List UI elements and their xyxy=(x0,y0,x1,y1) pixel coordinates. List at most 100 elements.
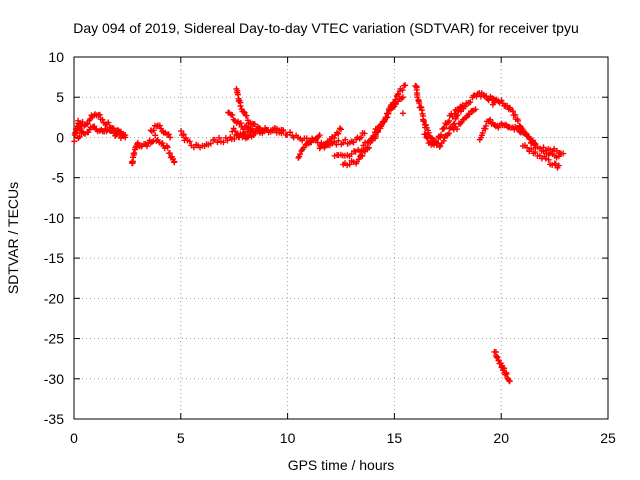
data-point xyxy=(424,135,431,142)
data-point xyxy=(370,132,377,139)
data-point xyxy=(359,152,366,159)
data-point xyxy=(280,128,287,135)
data-point xyxy=(321,144,328,151)
data-point xyxy=(532,149,539,156)
chart-title: Day 094 of 2019, Sidereal Day-to-day VTE… xyxy=(73,20,579,36)
data-point xyxy=(420,117,427,124)
data-point xyxy=(423,134,430,141)
data-point xyxy=(152,132,159,139)
data-point xyxy=(237,119,244,126)
data-point xyxy=(494,353,501,360)
data-point xyxy=(514,117,521,124)
data-point xyxy=(302,141,309,148)
data-point xyxy=(459,102,466,109)
data-point xyxy=(207,140,214,147)
data-point xyxy=(437,131,444,138)
data-point xyxy=(186,138,193,145)
y-axis-label: SDTVAR / TECUs xyxy=(5,182,21,294)
data-point xyxy=(244,134,251,141)
data-point xyxy=(216,134,223,141)
data-point xyxy=(498,97,505,104)
data-point xyxy=(96,111,103,118)
data-point xyxy=(331,135,338,142)
data-point xyxy=(234,130,241,137)
data-point xyxy=(446,117,453,124)
data-point xyxy=(385,110,392,117)
data-point xyxy=(552,160,559,167)
data-point xyxy=(395,91,402,98)
y-tick-label: -30 xyxy=(44,371,64,387)
data-point xyxy=(422,131,429,138)
data-point xyxy=(250,132,257,139)
data-point xyxy=(85,129,92,136)
data-point xyxy=(338,126,344,133)
data-point xyxy=(180,131,187,138)
y-tick-label: -35 xyxy=(44,411,64,427)
x-tick-label: 0 xyxy=(70,430,78,446)
y-tick-label: -25 xyxy=(44,331,64,347)
data-point xyxy=(271,125,278,132)
data-point xyxy=(243,112,250,119)
data-point xyxy=(237,103,244,110)
data-point xyxy=(335,137,342,144)
data-point xyxy=(336,125,343,132)
data-point xyxy=(166,150,173,157)
axis-ticks: 0 5 10 15 20 25 10 5 0 -5 -10 -15 -20 -25 -30 -35 xyxy=(44,49,616,446)
data-point xyxy=(156,122,163,129)
data-point xyxy=(454,126,461,133)
x-axis-label: GPS time / hours xyxy=(288,457,395,473)
data-point xyxy=(240,108,247,115)
data-point xyxy=(399,110,406,117)
data-point xyxy=(231,135,238,142)
data-point xyxy=(220,139,227,146)
data-point xyxy=(342,136,349,143)
data-point xyxy=(71,138,78,145)
data-points xyxy=(71,82,567,385)
data-point xyxy=(440,137,447,144)
data-point xyxy=(171,158,178,165)
data-point xyxy=(99,116,106,123)
y-tick-label: 0 xyxy=(56,129,64,145)
data-point xyxy=(131,150,138,157)
data-point xyxy=(346,161,353,168)
data-point xyxy=(77,126,84,133)
y-tick-label: 5 xyxy=(56,89,64,105)
data-point xyxy=(384,114,391,121)
x-tick-label: 20 xyxy=(493,430,509,446)
data-point xyxy=(381,118,388,125)
data-point xyxy=(479,129,486,136)
data-point xyxy=(159,140,166,147)
data-point xyxy=(528,146,535,153)
data-point xyxy=(467,99,474,106)
data-point xyxy=(466,111,473,118)
data-point xyxy=(368,135,375,142)
data-point xyxy=(503,370,510,377)
y-tick-label: -10 xyxy=(44,210,64,226)
data-point xyxy=(555,162,562,169)
data-point xyxy=(449,113,456,120)
data-point xyxy=(523,144,530,151)
grid-lines xyxy=(74,57,608,419)
data-point xyxy=(482,122,489,129)
data-point xyxy=(153,123,160,130)
data-point xyxy=(360,142,367,149)
data-point xyxy=(328,138,335,145)
data-point xyxy=(167,134,174,141)
x-tick-label: 10 xyxy=(280,430,296,446)
data-point xyxy=(532,140,539,147)
data-point xyxy=(150,127,157,134)
data-point xyxy=(451,110,458,117)
data-point xyxy=(506,378,513,385)
x-tick-label: 25 xyxy=(600,430,616,446)
data-point xyxy=(335,130,342,137)
data-point xyxy=(542,155,549,162)
data-point xyxy=(441,124,448,131)
data-point xyxy=(509,108,516,115)
data-point xyxy=(297,151,304,158)
data-point xyxy=(455,107,462,114)
data-point xyxy=(423,122,430,129)
x-tick-label: 15 xyxy=(387,430,403,446)
data-point xyxy=(144,143,151,150)
data-point xyxy=(526,135,533,142)
data-point xyxy=(487,116,494,123)
